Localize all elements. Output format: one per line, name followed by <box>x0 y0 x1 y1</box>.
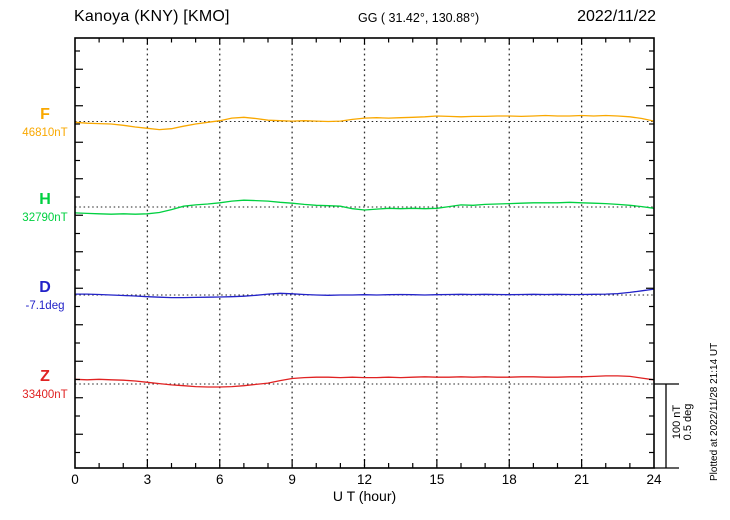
plot-date: 2022/11/22 <box>577 8 656 25</box>
series-letter-H: H <box>39 191 51 208</box>
scale-bar-deg-line: 0.5 deg <box>682 403 694 441</box>
plotted-timestamp-note: Plotted at 2022/11/28 21:14 UT <box>709 342 720 481</box>
x-tick-label-24: 24 <box>646 472 662 487</box>
trace-F <box>74 114 655 131</box>
series-letter-F: F <box>40 105 50 123</box>
series-ref-value-H: 32790nT <box>22 212 68 224</box>
station-title: Kanoya (KNY) [KMO] <box>74 8 230 25</box>
series-ref-value-D: -7.1deg <box>25 300 65 312</box>
geographic-coordinates: GG ( 31.42°, 130.88°) <box>358 11 480 25</box>
series-ref-value-Z: 33400nT <box>22 389 68 401</box>
trace-D <box>75 288 655 299</box>
x-tick-label-18: 18 <box>501 472 517 487</box>
x-tick-label-9: 9 <box>288 472 296 487</box>
x-tick-label-15: 15 <box>429 472 445 487</box>
series-ref-value-F: 46810nT <box>22 126 68 139</box>
scale-bar-caption: 100 nT 0.5 deg <box>671 403 694 441</box>
x-tick-label-12: 12 <box>356 472 373 487</box>
trace-Z <box>74 375 655 388</box>
series-letter-D: D <box>39 279 51 296</box>
magnetogram-plot <box>74 37 679 469</box>
x-tick-label-6: 6 <box>215 472 224 487</box>
series-letter-Z: Z <box>40 368 50 385</box>
x-axis-label: U T (hour) <box>332 488 397 504</box>
x-tick-label-0: 0 <box>71 472 79 487</box>
x-tick-label-21: 21 <box>574 472 590 487</box>
x-tick-label-3: 3 <box>143 472 152 487</box>
trace-H <box>74 199 655 215</box>
